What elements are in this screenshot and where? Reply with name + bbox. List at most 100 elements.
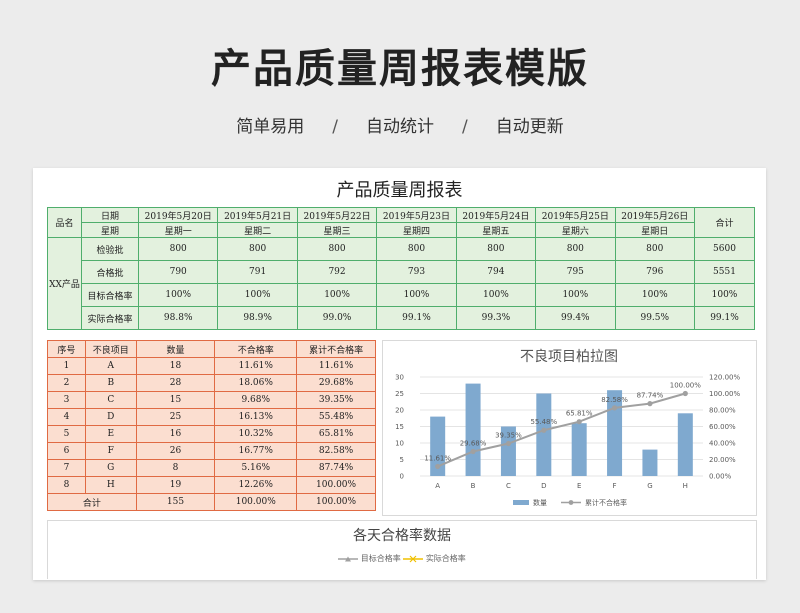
weekday-cell[interactable]: 星期四 (376, 222, 457, 238)
table-cell[interactable]: 800 (614, 237, 696, 261)
table-cell[interactable]: C (84, 391, 137, 409)
table-cell[interactable]: 16.13% (214, 408, 298, 426)
pareto-bar (642, 449, 658, 476)
table-cell[interactable]: 65.81% (296, 425, 376, 443)
table-cell[interactable]: 795 (535, 260, 616, 284)
table-cell[interactable]: 99.3% (455, 306, 537, 330)
table-cell[interactable]: 5 (47, 425, 86, 443)
table-cell[interactable]: 100% (296, 283, 378, 307)
table-cell[interactable]: 9.68% (214, 391, 298, 409)
table-cell[interactable]: G (84, 459, 137, 477)
table-cell[interactable]: 796 (614, 260, 696, 284)
table-cell[interactable]: D (84, 408, 137, 426)
table-cell[interactable]: 100% (614, 283, 696, 307)
table-cell[interactable]: 15 (135, 391, 216, 409)
table-cell[interactable]: 99.1% (376, 306, 457, 330)
y2-tick-label: 60.00% (709, 423, 736, 431)
table-cell[interactable]: 29.68% (296, 374, 376, 392)
total-cell[interactable]: 99.1% (694, 306, 755, 330)
table-cell[interactable]: 2 (47, 374, 86, 392)
date-cell[interactable]: 2019年5月24日 (455, 207, 537, 223)
x-tick-label: D (541, 482, 546, 490)
total-rate-cell[interactable]: 100.00% (214, 493, 298, 511)
table-cell[interactable]: 800 (376, 237, 457, 261)
total-cum-cell[interactable]: 100.00% (296, 493, 376, 511)
table-cell[interactable]: 790 (137, 260, 219, 284)
table-cell[interactable]: H (84, 476, 137, 494)
date-cell[interactable]: 2019年5月25日 (535, 207, 616, 223)
total-cell[interactable]: 5551 (694, 260, 755, 284)
table-cell[interactable]: 25 (135, 408, 216, 426)
table-cell[interactable]: 99.4% (535, 306, 616, 330)
table-cell[interactable]: 18 (135, 357, 216, 375)
table-cell[interactable]: B (84, 374, 137, 392)
table-cell[interactable]: 800 (137, 237, 219, 261)
y-tick-label: 0 (400, 473, 404, 481)
table-cell[interactable]: 7 (47, 459, 86, 477)
table-cell[interactable]: 792 (296, 260, 378, 284)
product-name-cell[interactable]: XX产品 (47, 237, 82, 330)
table-cell[interactable]: 28 (135, 374, 216, 392)
table-cell[interactable]: 10.32% (214, 425, 298, 443)
table-cell[interactable]: 100% (217, 283, 298, 307)
pareto-chart-svg: 不良项目柏拉图 0 5 10 15 20 25 30 0.00% 20.00% 40.00% 60.0… (395, 349, 740, 507)
table-cell[interactable]: 8 (135, 459, 216, 477)
weekday-cell[interactable]: 星期日 (614, 222, 696, 238)
table-row: 4 D 25 16.13% 55.48% (47, 408, 376, 426)
table-cell[interactable]: 55.48% (296, 408, 376, 426)
table-cell[interactable]: 39.35% (296, 391, 376, 409)
table-cell[interactable]: 3 (47, 391, 86, 409)
table-cell[interactable]: 794 (455, 260, 537, 284)
table-cell[interactable]: 98.8% (137, 306, 219, 330)
pareto-chart[interactable]: 不良项目柏拉图 0 5 10 15 20 25 30 0.00% 20.00% 40.00% 60.0… (382, 340, 757, 516)
weekday-cell[interactable]: 星期二 (217, 222, 298, 238)
table-cell[interactable]: 100% (455, 283, 537, 307)
weekday-cell[interactable]: 星期五 (455, 222, 537, 238)
date-cell[interactable]: 2019年5月22日 (296, 207, 378, 223)
table-cell[interactable]: 16 (135, 425, 216, 443)
table-cell[interactable]: 100% (535, 283, 616, 307)
table-cell[interactable]: 1 (47, 357, 86, 375)
table-cell[interactable]: 800 (455, 237, 537, 261)
daily-pass-rate-chart[interactable]: 各天合格率数据 目标合格率 实际合格率 (47, 520, 757, 579)
table-cell[interactable]: 100% (376, 283, 457, 307)
table-cell[interactable]: 19 (135, 476, 216, 494)
table-cell[interactable]: 4 (47, 408, 86, 426)
table-cell[interactable]: 8 (47, 476, 86, 494)
row-label-cell: 实际合格率 (81, 306, 139, 330)
table-cell[interactable]: 87.74% (296, 459, 376, 477)
weekday-cell[interactable]: 星期一 (137, 222, 219, 238)
table-cell[interactable]: 800 (296, 237, 378, 261)
date-cell[interactable]: 2019年5月26日 (614, 207, 696, 223)
table-cell[interactable]: 18.06% (214, 374, 298, 392)
data-label: 39.35% (495, 432, 522, 440)
table-cell[interactable]: 82.58% (296, 442, 376, 460)
table-cell[interactable]: 5.16% (214, 459, 298, 477)
table-cell[interactable]: 98.9% (217, 306, 298, 330)
table-cell[interactable]: 11.61% (296, 357, 376, 375)
table-cell[interactable]: 16.77% (214, 442, 298, 460)
table-cell[interactable]: 99.5% (614, 306, 696, 330)
table-cell[interactable]: A (84, 357, 137, 375)
table-cell[interactable]: 100.00% (296, 476, 376, 494)
date-cell[interactable]: 2019年5月20日 (137, 207, 219, 223)
table-cell[interactable]: F (84, 442, 137, 460)
table-cell[interactable]: 793 (376, 260, 457, 284)
table-cell[interactable]: 800 (217, 237, 298, 261)
table-cell[interactable]: E (84, 425, 137, 443)
date-cell[interactable]: 2019年5月21日 (217, 207, 298, 223)
table-cell[interactable]: 100% (137, 283, 219, 307)
table-cell[interactable]: 11.61% (214, 357, 298, 375)
table-cell[interactable]: 800 (535, 237, 616, 261)
table-cell[interactable]: 99.0% (296, 306, 378, 330)
weekday-cell[interactable]: 星期六 (535, 222, 616, 238)
table-cell[interactable]: 791 (217, 260, 298, 284)
table-cell[interactable]: 12.26% (214, 476, 298, 494)
total-cell[interactable]: 100% (694, 283, 755, 307)
table-cell[interactable]: 26 (135, 442, 216, 460)
total-qty-cell[interactable]: 155 (135, 493, 216, 511)
weekday-cell[interactable]: 星期三 (296, 222, 378, 238)
date-cell[interactable]: 2019年5月23日 (376, 207, 457, 223)
total-cell[interactable]: 5600 (694, 237, 755, 261)
table-cell[interactable]: 6 (47, 442, 86, 460)
